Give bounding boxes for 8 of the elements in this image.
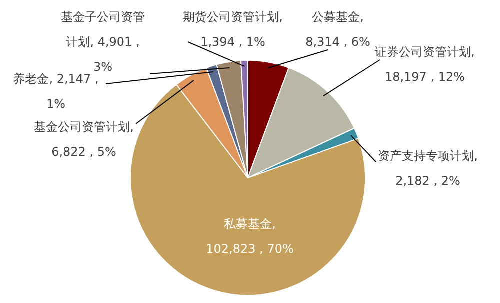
slice-label: 证券公司资管计划, 18,197 , 12% <box>375 45 475 84</box>
slice-label: 基金公司资管计划, 6,822 , 5% <box>34 120 134 160</box>
slice-label: 私募基金, 102,823 , 70% <box>206 217 294 256</box>
slice-label: 公募基金, 8,314 , 6% <box>306 10 370 50</box>
slice-label: 基金子公司资管计划, 4,901 , 3% <box>61 10 145 74</box>
slice-label: 资产支持专项计划, 2,182 , 2% <box>378 149 478 188</box>
slice-label: 期货公司资管计划, 1,394 , 1% <box>183 10 283 50</box>
slice-label: 养老金, 2,147 , 1% <box>13 72 99 112</box>
